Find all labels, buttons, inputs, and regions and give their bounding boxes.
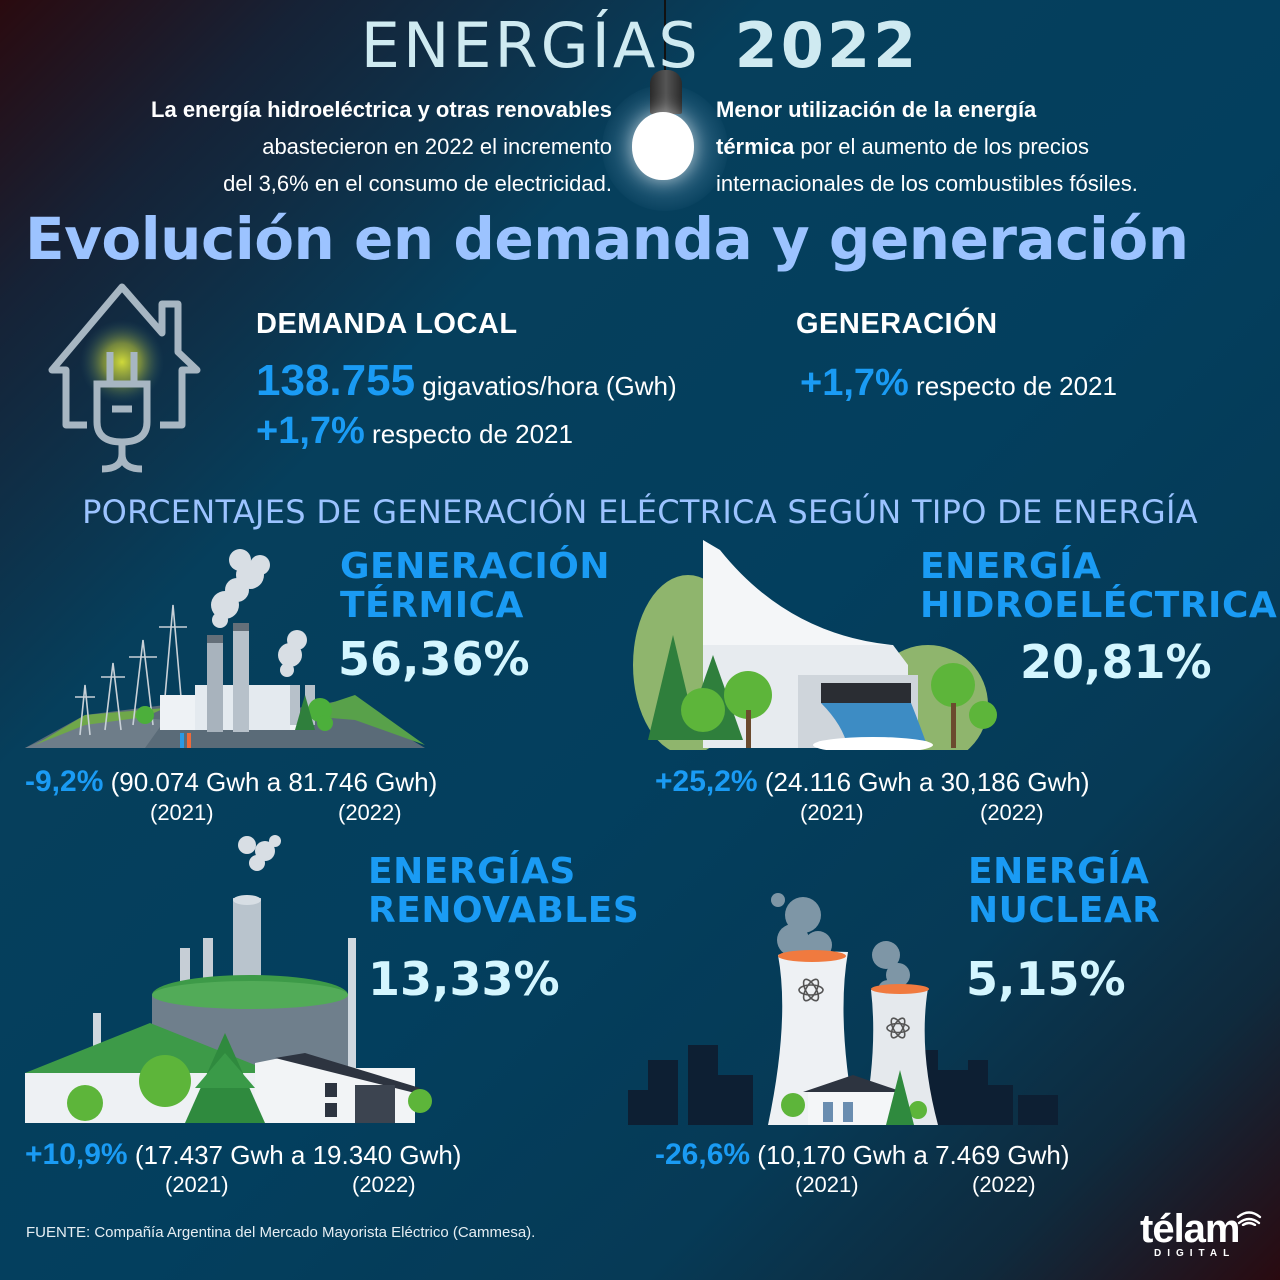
generation-change-row: +1,7% respecto de 2021 [800, 362, 1117, 405]
intro-right-line2-rest: por el aumento de los precios [794, 134, 1090, 159]
termica-title-line2: TÉRMICA [340, 585, 524, 626]
lamp-cord [664, 0, 666, 80]
demand-change-row: +1,7% respecto de 2021 [256, 410, 573, 453]
termica-change-row: -9,2% (90.074 Gwh a 81.746 Gwh) [25, 765, 437, 799]
demand-value-row: 138.755 gigavatios/hora (Gwh) [256, 356, 677, 406]
logo-word: télam [1140, 1207, 1241, 1251]
hidro-change-row: +25,2% (24.116 Gwh a 30,186 Gwh) [655, 765, 1090, 799]
nuclear-year-from: (2021) [795, 1172, 859, 1197]
demand-change: +1,7% [256, 410, 365, 452]
intro-left-line2: abastecieron en 2022 el incremento [262, 134, 612, 159]
termica-year-to: (2022) [338, 800, 402, 825]
nuclear-detail: (10,170 Gwh a 7.469 Gwh) [757, 1140, 1070, 1170]
page-title: ENERGÍAS 2022 [0, 10, 1280, 83]
hydro-dam-illustration [633, 540, 997, 750]
demand-value: 138.755 [256, 356, 416, 405]
logo-sub: DIGITAL [1154, 1248, 1236, 1259]
biogas-plant-illustration [25, 835, 432, 1123]
hidro-change: +25,2% [655, 765, 758, 798]
renovables-detail: (17.437 Gwh a 19.340 Gwh) [134, 1140, 462, 1170]
intro-left-line3: del 3,6% en el consumo de electricidad. [223, 171, 612, 196]
hidro-year-to: (2022) [980, 800, 1044, 825]
intro-right: Menor utilización de la energía térmica … [716, 91, 1276, 202]
title-year: 2022 [734, 9, 920, 82]
nuclear-title-line2: NUCLEAR [968, 890, 1161, 931]
intro-right-line1: Menor utilización de la energía [716, 97, 1037, 122]
hidro-title-line2: HIDROELÉCTRICA [920, 585, 1278, 626]
renovables-title-line1: ENERGÍAS [368, 851, 576, 892]
renovables-year-to: (2022) [352, 1172, 416, 1197]
source-note: FUENTE: Compañía Argentina del Mercado M… [26, 1224, 536, 1241]
nuclear-change-row: -26,6% (10,170 Gwh a 7.469 Gwh) [655, 1138, 1069, 1172]
telam-logo: télam DIGITAL [1140, 1207, 1262, 1260]
nuclear-title: ENERGÍA NUCLEAR [968, 852, 1160, 930]
section-title: Evolución en demanda y generación [25, 205, 1189, 273]
hidro-title: ENERGÍA HIDROELÉCTRICA [920, 547, 1277, 625]
house-plug-icon [48, 283, 201, 473]
intro-right-line3: internacionales de los combustibles fósi… [716, 171, 1138, 196]
demand-unit: gigavatios/hora (Gwh) [422, 371, 677, 401]
thermal-plant-illustration [25, 549, 425, 748]
bulb-socket-icon [650, 70, 682, 114]
generation-change: +1,7% [800, 362, 909, 404]
hidro-title-line1: ENERGÍA [920, 546, 1102, 587]
percentages-title: PORCENTAJES DE GENERACIÓN ELÉCTRICA SEGÚ… [82, 493, 1198, 531]
nuclear-title-line1: ENERGÍA [968, 851, 1150, 892]
intro-right-line2-bold: térmica [716, 134, 795, 159]
renovables-title: ENERGÍAS RENOVABLES [368, 852, 639, 930]
signal-waves-icon [1236, 1211, 1262, 1226]
renovables-title-line2: RENOVABLES [368, 890, 640, 931]
nuclear-year-to: (2022) [972, 1172, 1036, 1197]
termica-title-line1: GENERACIÓN [340, 546, 610, 587]
renovables-year-from: (2021) [165, 1172, 229, 1197]
hidro-detail: (24.116 Gwh a 30,186 Gwh) [764, 767, 1090, 797]
termica-change: -9,2% [25, 765, 104, 798]
nuclear-share: 5,15% [966, 952, 1126, 1006]
renovables-share: 13,33% [368, 952, 560, 1006]
hidro-year-from: (2021) [800, 800, 864, 825]
termica-share: 56,36% [338, 632, 530, 686]
nuclear-change: -26,6% [655, 1138, 751, 1171]
renovables-change: +10,9% [25, 1138, 128, 1171]
light-bulb-icon [632, 112, 694, 180]
nuclear-plant-illustration [628, 893, 1058, 1125]
title-word: ENERGÍAS [360, 9, 701, 82]
generation-heading: GENERACIÓN [796, 308, 998, 340]
intro-left-line1: La energía hidroeléctrica y otras renova… [151, 97, 612, 122]
renovables-change-row: +10,9% (17.437 Gwh a 19.340 Gwh) [25, 1138, 461, 1172]
termica-year-from: (2021) [150, 800, 214, 825]
termica-detail: (90.074 Gwh a 81.746 Gwh) [110, 767, 438, 797]
hidro-share: 20,81% [1020, 635, 1212, 689]
demand-heading: DEMANDA LOCAL [256, 308, 518, 340]
generation-change-label: respecto de 2021 [916, 371, 1117, 401]
intro-left: La energía hidroeléctrica y otras renova… [0, 91, 612, 202]
demand-change-label: respecto de 2021 [372, 419, 573, 449]
termica-title: GENERACIÓN TÉRMICA [340, 547, 610, 625]
